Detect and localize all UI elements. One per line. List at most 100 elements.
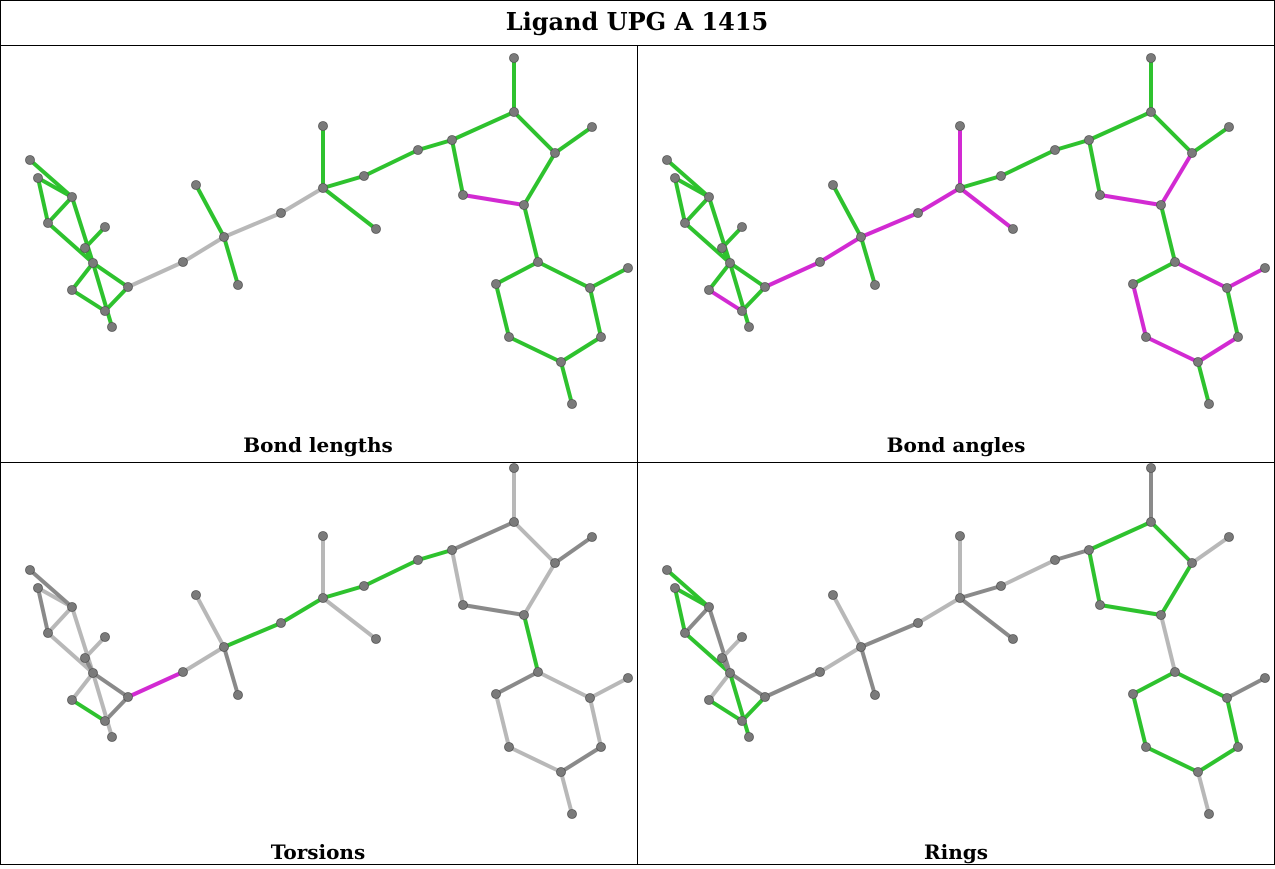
- atom: [101, 717, 110, 726]
- atom: [319, 594, 328, 603]
- atom: [414, 556, 423, 565]
- atom: [34, 174, 43, 183]
- atom: [234, 691, 243, 700]
- atom: [459, 191, 468, 200]
- atom: [34, 584, 43, 593]
- atom: [1223, 694, 1232, 703]
- panel-label: Rings: [924, 840, 988, 864]
- atom: [1096, 191, 1105, 200]
- atom: [624, 674, 633, 683]
- atom: [1171, 258, 1180, 267]
- atom: [179, 668, 188, 677]
- atom: [1129, 280, 1138, 289]
- atom: [663, 156, 672, 165]
- atom: [597, 743, 606, 752]
- atom: [277, 619, 286, 628]
- atom: [745, 323, 754, 332]
- table-title: Ligand UPG A 1415: [506, 7, 769, 36]
- atom: [319, 122, 328, 131]
- atom: [1142, 333, 1151, 342]
- atom: [124, 283, 133, 292]
- atom: [108, 733, 117, 742]
- panel-label: Torsions: [271, 840, 365, 864]
- atom: [586, 284, 595, 293]
- atom: [234, 281, 243, 290]
- atom: [319, 532, 328, 541]
- atom: [492, 280, 501, 289]
- atom: [956, 594, 965, 603]
- atom: [1085, 136, 1094, 145]
- atom: [745, 733, 754, 742]
- atom: [360, 172, 369, 181]
- atom: [372, 225, 381, 234]
- atom: [997, 582, 1006, 591]
- atom: [108, 323, 117, 332]
- atom: [1009, 635, 1018, 644]
- atom: [1147, 518, 1156, 527]
- atom: [588, 533, 597, 542]
- atom: [192, 591, 201, 600]
- atom: [1147, 464, 1156, 473]
- atom: [1188, 559, 1197, 568]
- atom: [505, 743, 514, 752]
- atom: [1194, 768, 1203, 777]
- atom: [551, 149, 560, 158]
- atom: [448, 546, 457, 555]
- atom: [586, 694, 595, 703]
- atom: [663, 566, 672, 575]
- atom: [1223, 284, 1232, 293]
- atom: [1234, 333, 1243, 342]
- atom: [372, 635, 381, 644]
- atom: [761, 693, 770, 702]
- atom: [726, 669, 735, 678]
- atom: [956, 184, 965, 193]
- figure-table: Ligand UPG A 1415 Bond lengths Bond angl…: [0, 0, 1275, 865]
- atom: [681, 219, 690, 228]
- atom: [681, 629, 690, 638]
- panel-label: Bond lengths: [243, 433, 393, 457]
- atom: [101, 633, 110, 642]
- atom: [726, 259, 735, 268]
- atom: [829, 591, 838, 600]
- atom: [1157, 611, 1166, 620]
- atom: [1157, 201, 1166, 210]
- atom: [179, 258, 188, 267]
- atom: [738, 633, 747, 642]
- atom: [220, 643, 229, 652]
- atom: [705, 286, 714, 295]
- atom: [68, 193, 77, 202]
- atom: [1225, 533, 1234, 542]
- atom: [816, 258, 825, 267]
- atom: [44, 629, 53, 638]
- atom: [1051, 556, 1060, 565]
- atom: [492, 690, 501, 699]
- atom: [705, 193, 714, 202]
- page: Ligand UPG A 1415 Bond lengths Bond angl…: [0, 0, 1275, 869]
- atom: [551, 559, 560, 568]
- atom: [1147, 108, 1156, 117]
- atom: [520, 611, 529, 620]
- atom: [857, 233, 866, 242]
- atom: [459, 601, 468, 610]
- atom: [568, 400, 577, 409]
- atom: [510, 464, 519, 473]
- atom: [448, 136, 457, 145]
- atom: [26, 156, 35, 165]
- atom: [568, 810, 577, 819]
- atom: [718, 244, 727, 253]
- atom: [534, 258, 543, 267]
- atom: [1096, 601, 1105, 610]
- atom: [534, 668, 543, 677]
- atom: [738, 717, 747, 726]
- atom: [1261, 264, 1270, 273]
- atom: [101, 307, 110, 316]
- atom: [1225, 123, 1234, 132]
- atom: [220, 233, 229, 242]
- atom: [829, 181, 838, 190]
- atom: [68, 603, 77, 612]
- atom: [510, 54, 519, 63]
- atom: [68, 286, 77, 295]
- atom: [1085, 546, 1094, 555]
- atom: [705, 696, 714, 705]
- atom: [671, 174, 680, 183]
